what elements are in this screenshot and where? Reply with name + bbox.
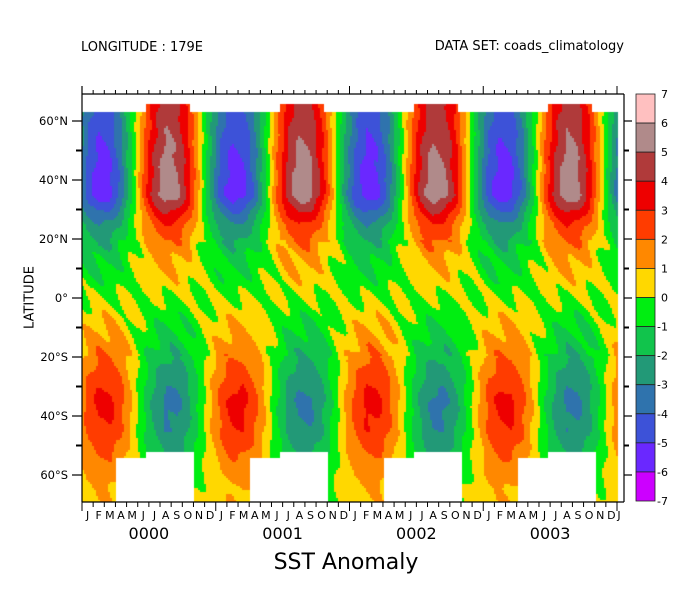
month-label: J bbox=[219, 509, 223, 522]
month-label: J bbox=[286, 509, 290, 522]
colorbar-label: -3 bbox=[657, 379, 668, 392]
month-label: M bbox=[239, 509, 249, 522]
month-label: A bbox=[251, 509, 259, 522]
month-label: O bbox=[585, 509, 594, 522]
month-label: S bbox=[173, 509, 180, 522]
colorbar-swatch bbox=[635, 268, 656, 298]
month-label: A bbox=[296, 509, 304, 522]
month-label: J bbox=[542, 509, 546, 522]
month-label: D bbox=[607, 509, 615, 522]
colorbar-swatch bbox=[635, 413, 656, 444]
chart-title: SST Anomaly bbox=[273, 550, 419, 575]
dataset-label: DATA SET: coads_climatology bbox=[434, 39, 624, 54]
month-label: J bbox=[419, 509, 423, 522]
colorbar-label: 5 bbox=[661, 146, 668, 159]
colorbar-label: -7 bbox=[657, 495, 668, 508]
colorbar-label: -4 bbox=[657, 408, 668, 421]
colorbar-swatch bbox=[635, 442, 656, 473]
month-label: N bbox=[195, 509, 203, 522]
y-tick-label: 40°N bbox=[39, 173, 68, 187]
month-label: A bbox=[385, 509, 393, 522]
longitude-label: LONGITUDE : 179E bbox=[81, 40, 203, 55]
colorbar-label: -6 bbox=[657, 466, 668, 479]
y-axis-title: LATITUDE bbox=[22, 266, 38, 329]
colorbar-swatch bbox=[635, 151, 656, 182]
colorbar-label: 4 bbox=[661, 175, 668, 188]
month-label: N bbox=[596, 509, 604, 522]
month-label: D bbox=[340, 509, 348, 522]
month-label: D bbox=[206, 509, 214, 522]
month-label: F bbox=[96, 509, 102, 522]
month-label: J bbox=[486, 509, 490, 522]
month-label: J bbox=[616, 509, 620, 522]
y-tick-label: 40°S bbox=[40, 409, 68, 423]
colorbar-swatch bbox=[635, 180, 656, 211]
year-label: 0000 bbox=[129, 524, 170, 543]
month-label: M bbox=[506, 509, 516, 522]
colorbar-swatch bbox=[635, 326, 656, 357]
month-label: O bbox=[451, 509, 460, 522]
y-tick-label: 0° bbox=[55, 291, 68, 305]
year-label: 0003 bbox=[530, 524, 571, 543]
month-label: M bbox=[127, 509, 137, 522]
month-label: F bbox=[229, 509, 235, 522]
colorbar-label: -5 bbox=[657, 437, 668, 450]
year-label: 0002 bbox=[396, 524, 437, 543]
sst-anomaly-field bbox=[82, 94, 624, 502]
y-tick-label: 60°S bbox=[40, 468, 68, 482]
year-label: 0001 bbox=[262, 524, 303, 543]
month-label: J bbox=[85, 509, 89, 522]
month-label: J bbox=[352, 509, 356, 522]
month-label: D bbox=[473, 509, 481, 522]
y-tick-label: 60°N bbox=[39, 114, 68, 128]
colorbar-label: -2 bbox=[657, 350, 668, 363]
month-label: S bbox=[307, 509, 314, 522]
month-label: M bbox=[105, 509, 115, 522]
month-label: F bbox=[363, 509, 369, 522]
month-label: A bbox=[429, 509, 437, 522]
month-label: J bbox=[141, 509, 145, 522]
colorbar-label: 3 bbox=[661, 204, 668, 217]
colorbar-swatch bbox=[635, 384, 656, 415]
colorbar-swatch bbox=[635, 297, 656, 327]
colorbar-label: 1 bbox=[661, 262, 668, 275]
month-label: N bbox=[329, 509, 337, 522]
month-label: J bbox=[553, 509, 557, 522]
colorbar-label: 6 bbox=[661, 117, 668, 130]
colorbar-swatch bbox=[635, 238, 656, 269]
month-label: S bbox=[574, 509, 581, 522]
colorbar-label: 2 bbox=[661, 233, 668, 246]
month-label: A bbox=[117, 509, 125, 522]
colorbar-label: 0 bbox=[661, 292, 668, 305]
month-label: M bbox=[261, 509, 271, 522]
colorbar-swatch bbox=[635, 93, 656, 124]
month-label: A bbox=[518, 509, 526, 522]
colorbar-swatch bbox=[635, 122, 656, 153]
colorbar-swatch bbox=[635, 355, 656, 386]
colorbar-swatch bbox=[635, 209, 656, 240]
month-label: A bbox=[563, 509, 571, 522]
month-label: M bbox=[395, 509, 405, 522]
y-tick-label: 20°S bbox=[40, 350, 68, 364]
colorbar-label: -1 bbox=[657, 321, 668, 334]
colorbar-label: 7 bbox=[661, 88, 668, 101]
month-label: O bbox=[317, 509, 326, 522]
month-label: N bbox=[462, 509, 470, 522]
month-label: J bbox=[274, 509, 278, 522]
month-label: O bbox=[184, 509, 193, 522]
month-label: J bbox=[152, 509, 156, 522]
month-label: F bbox=[497, 509, 503, 522]
month-label: M bbox=[529, 509, 539, 522]
month-label: S bbox=[441, 509, 448, 522]
month-label: M bbox=[373, 509, 383, 522]
colorbar-swatch bbox=[635, 471, 656, 502]
y-tick-label: 20°N bbox=[39, 232, 68, 246]
month-label: J bbox=[408, 509, 412, 522]
month-label: A bbox=[162, 509, 170, 522]
